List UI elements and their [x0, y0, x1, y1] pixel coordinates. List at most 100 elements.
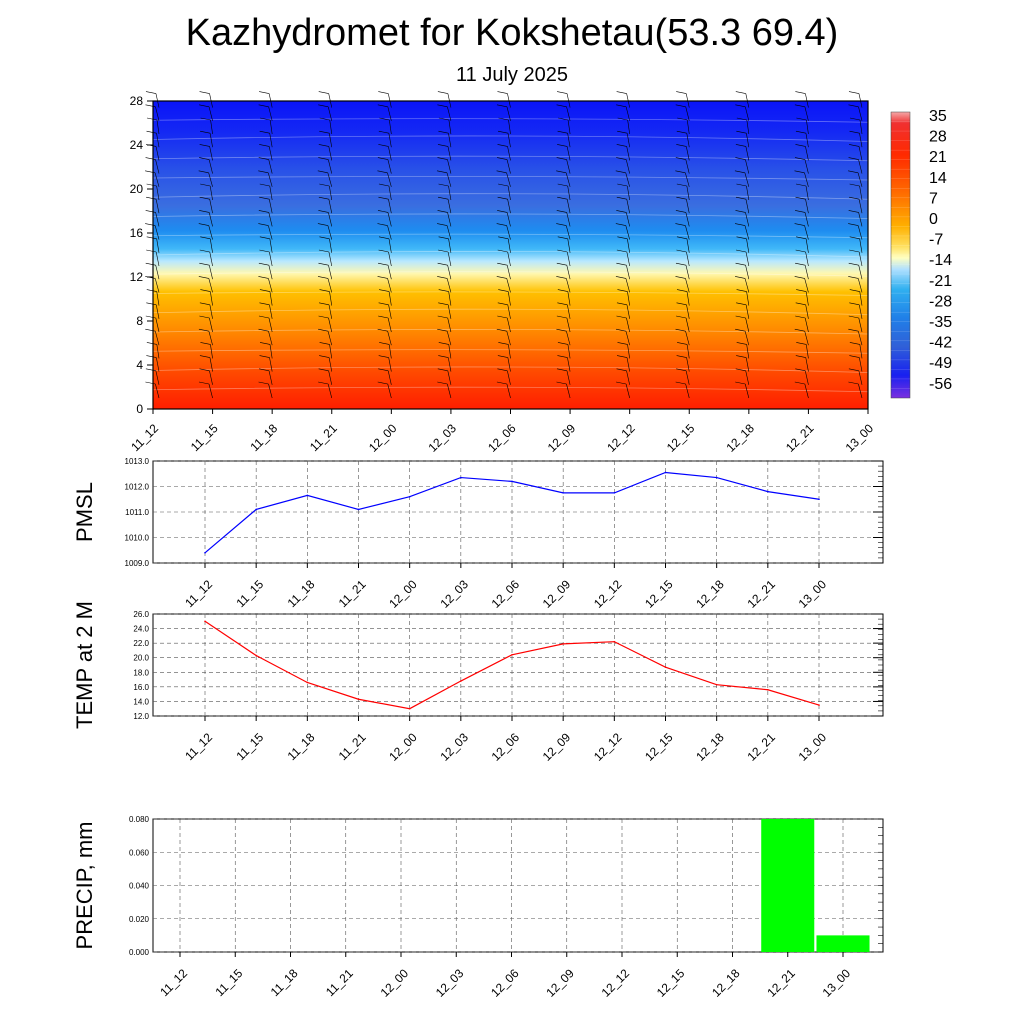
wind-barb [155, 251, 160, 267]
wind-barb [626, 212, 630, 227]
wind-barb [858, 331, 863, 346]
wind-barb-flag [556, 262, 567, 266]
wind-barb [156, 133, 160, 148]
wind-barb-flag [378, 91, 389, 94]
y-tick-label: 20 [130, 182, 144, 196]
wind-barb-flag [849, 355, 860, 358]
contour-line [152, 193, 869, 200]
wind-barb [859, 344, 863, 359]
wind-barb-flag [616, 249, 627, 253]
wind-barb-flag [145, 104, 156, 108]
wind-barb [805, 291, 809, 306]
y-tick-label: 12 [130, 270, 144, 284]
wind-barb-flag [557, 355, 568, 358]
data-point [204, 552, 206, 554]
wind-barb [625, 172, 630, 187]
data-point [664, 666, 667, 668]
wind-barb-flag [259, 91, 270, 94]
wind-barb-flag [437, 104, 448, 108]
wind-barb-flag [318, 249, 330, 253]
wind-barb-flag [438, 117, 449, 121]
wind-barb-flag [557, 249, 568, 253]
wind-barb [858, 106, 863, 121]
wind-barb-flag [557, 236, 568, 240]
contour-line [152, 308, 869, 316]
contour-line [152, 329, 869, 335]
wind-barb [329, 238, 333, 253]
wind-barb-flag [616, 368, 627, 372]
wind-barb [626, 317, 630, 333]
wind-barb [685, 106, 690, 121]
wind-barb [155, 317, 160, 333]
wind-barb [389, 119, 392, 135]
x-tick-label: 12_12 [599, 966, 633, 1000]
wind-barb-flag [556, 368, 568, 372]
y-axis-label: PRECIP, mm [72, 822, 97, 950]
wind-barb [506, 212, 511, 227]
wind-barb [746, 119, 750, 135]
wind-barb-flag [438, 183, 449, 187]
wind-barb [208, 159, 213, 174]
wind-barb [328, 199, 333, 214]
wind-barb [859, 238, 863, 253]
wind-barb [327, 331, 333, 346]
wind-barb-flag [734, 170, 745, 174]
wind-barb-flag [849, 196, 860, 200]
wind-barb [686, 238, 690, 253]
wind-barb [388, 291, 392, 306]
wind-barb-flag [199, 315, 210, 319]
wind-barb [507, 357, 511, 372]
x-tick-label: 12_15 [654, 966, 688, 1000]
wind-barb [745, 212, 750, 227]
wind-barb-flag [557, 183, 568, 187]
wind-barb-flag [198, 381, 210, 385]
wind-barb-flag [735, 91, 746, 94]
wind-barb-flag [146, 236, 157, 240]
wind-barb-flag [199, 196, 210, 200]
colorbar-label: 28 [929, 129, 947, 146]
data-point [255, 654, 257, 657]
x-tick-label: 12_09 [543, 966, 577, 1000]
wind-barb [448, 291, 452, 306]
x-tick-label: 11_15 [213, 966, 246, 999]
wind-barb-flag [617, 236, 628, 240]
wind-barb-flag [319, 117, 330, 121]
wind-barb [858, 159, 863, 174]
y-tick-label: 26.0 [133, 610, 149, 619]
wind-barb-flag [849, 183, 860, 187]
y-tick-label: 16 [130, 226, 144, 240]
wind-barb [686, 291, 690, 306]
wind-barb-flag [317, 223, 328, 226]
x-tick-label: 12_03 [437, 577, 471, 611]
x-tick-label: 11_18 [247, 421, 280, 454]
wind-barb [804, 159, 809, 174]
wind-barb [626, 251, 630, 267]
wind-barb [327, 383, 333, 399]
wind-barb [806, 119, 809, 135]
wind-barb-flag [675, 210, 686, 213]
wind-barb [627, 291, 630, 306]
wind-barb [805, 370, 809, 385]
wind-barb [268, 212, 273, 227]
wind-barb-flag [675, 223, 686, 226]
wind-barb [626, 357, 630, 372]
wind-barb [269, 291, 273, 306]
wind-barb-flag [675, 276, 686, 279]
x-tick-label: 12_21 [764, 966, 798, 1000]
data-point [715, 683, 718, 686]
wind-barb [506, 159, 511, 174]
x-tick-label: 12_15 [664, 421, 698, 455]
wind-barb [858, 251, 863, 267]
wind-barb-flag [377, 157, 388, 160]
wind-barb-flag [497, 157, 508, 160]
wind-barb [566, 317, 571, 333]
y-tick-label: 0.000 [129, 948, 150, 957]
wind-barb-flag [676, 302, 687, 306]
wind-barb [507, 133, 511, 148]
wind-barb [387, 159, 392, 174]
wind-barb [804, 383, 809, 399]
wind-barb [448, 119, 452, 135]
x-tick-label: 12_03 [433, 966, 467, 1000]
wind-barb-flag [794, 210, 806, 213]
wind-barb [746, 238, 750, 253]
